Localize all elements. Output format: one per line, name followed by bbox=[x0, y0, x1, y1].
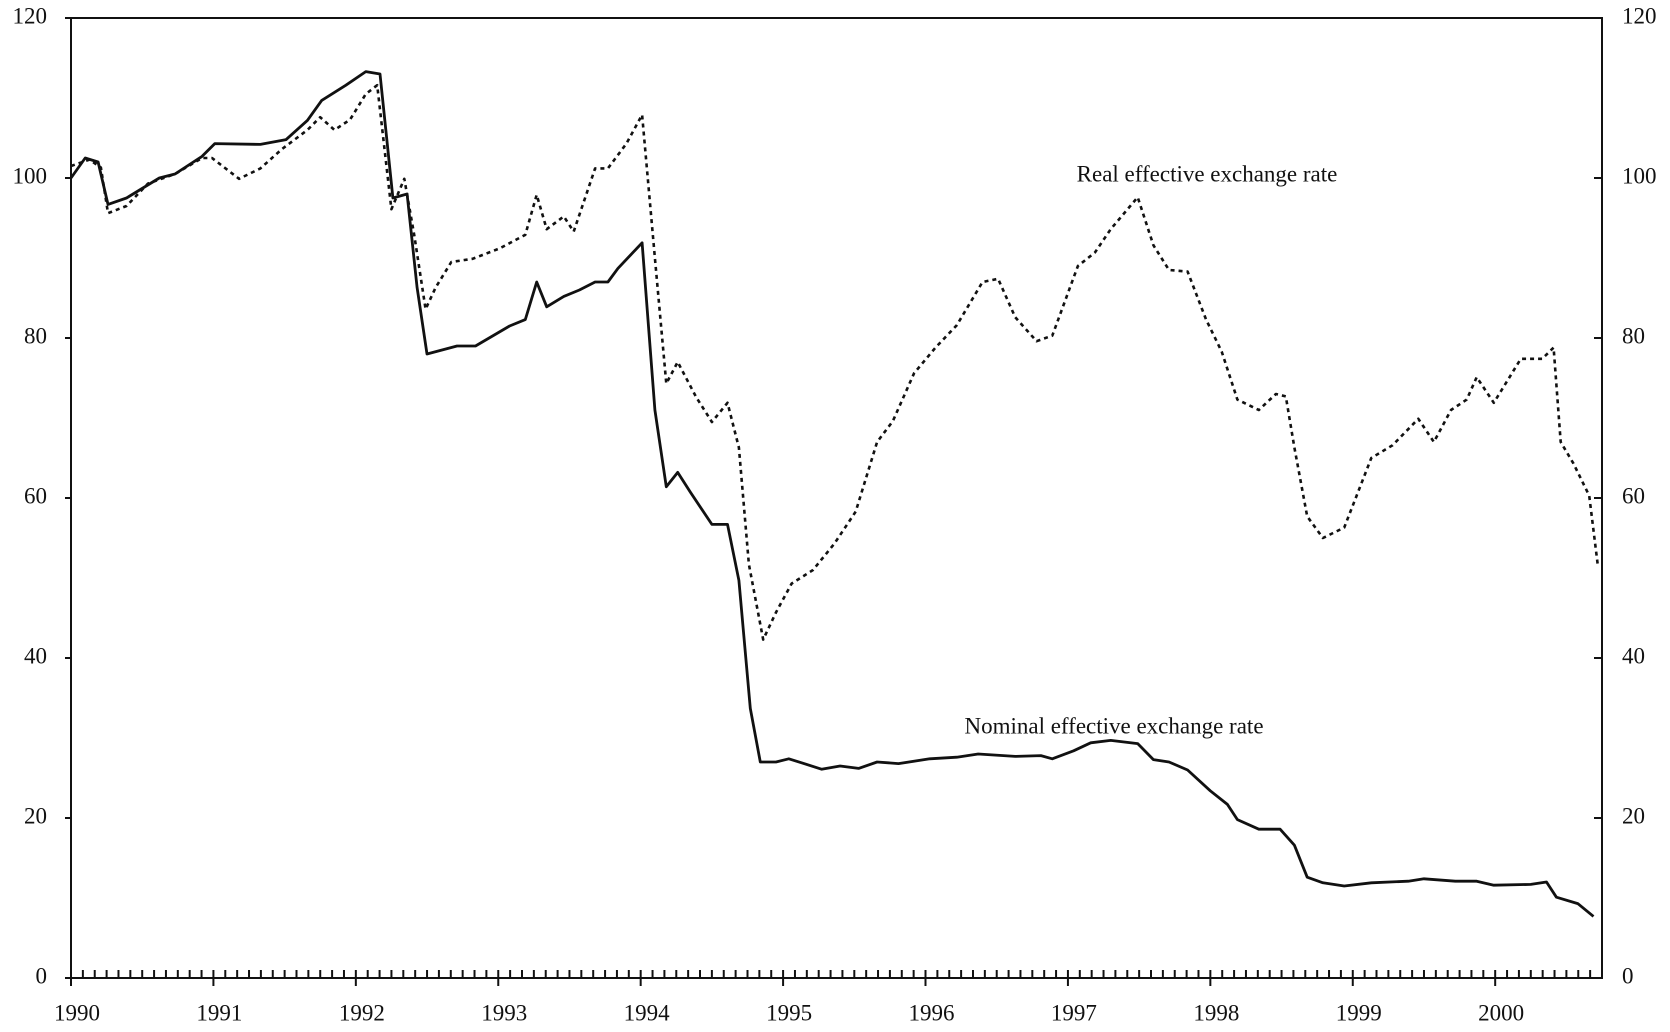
y2-tick-label: 100 bbox=[1622, 163, 1657, 188]
y-tick-label: 60 bbox=[24, 483, 47, 508]
y2-tick-label: 80 bbox=[1622, 323, 1645, 348]
y-tick-label: 100 bbox=[13, 163, 48, 188]
x-tick-label: 1995 bbox=[766, 1000, 812, 1025]
x-tick-label: 1998 bbox=[1193, 1000, 1239, 1025]
y2-tick-label: 60 bbox=[1622, 483, 1645, 508]
x-tick-label: 1996 bbox=[909, 1000, 955, 1025]
x-tick-label: 1991 bbox=[196, 1000, 242, 1025]
series-line bbox=[69, 70, 1595, 918]
x-tick-label: 1992 bbox=[339, 1000, 385, 1025]
x-tick-label: 1990 bbox=[54, 1000, 100, 1025]
annotation: Real effective exchange rate bbox=[1077, 161, 1338, 186]
y-tick-label: 80 bbox=[24, 323, 47, 348]
y2-tick-label: 40 bbox=[1622, 643, 1645, 668]
y-tick-label: 120 bbox=[13, 3, 48, 28]
y-tick-label: 0 bbox=[36, 963, 48, 988]
series-line bbox=[70, 83, 1599, 641]
y2-tick-label: 0 bbox=[1622, 963, 1634, 988]
plot-frame bbox=[70, 17, 1603, 979]
x-tick-label: 1999 bbox=[1336, 1000, 1382, 1025]
y2-tick-label: 20 bbox=[1622, 803, 1645, 828]
y-tick-label: 40 bbox=[24, 643, 47, 668]
x-tick-label: 1997 bbox=[1051, 1000, 1097, 1025]
annotation: Nominal effective exchange rate bbox=[964, 713, 1263, 738]
y-tick-label: 20 bbox=[24, 803, 47, 828]
y2-tick-label: 120 bbox=[1622, 3, 1657, 28]
x-tick-label: 1993 bbox=[481, 1000, 527, 1025]
x-tick-label: 2000 bbox=[1478, 1000, 1524, 1025]
x-tick-label: 1994 bbox=[624, 1000, 671, 1025]
